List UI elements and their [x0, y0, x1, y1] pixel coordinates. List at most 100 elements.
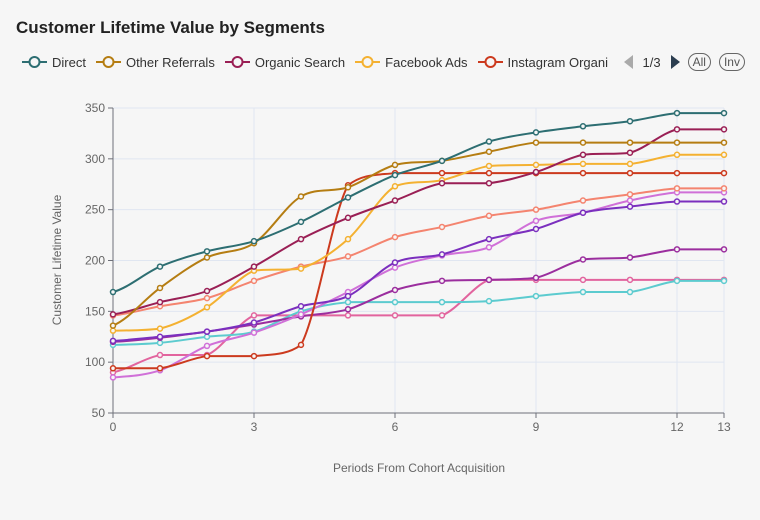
data-point	[109, 327, 117, 334]
inverse-selection-button[interactable]: Inv	[718, 53, 745, 71]
data-point	[156, 351, 164, 359]
data-point	[579, 209, 587, 216]
series-unnamed-7	[109, 189, 728, 381]
data-point	[109, 322, 117, 329]
data-point	[344, 235, 352, 243]
series-facebook-ads	[109, 151, 728, 334]
data-point	[344, 298, 352, 306]
data-point	[391, 161, 399, 169]
data-point	[626, 191, 634, 198]
data-point	[485, 169, 493, 177]
y-tick-label: 250	[85, 203, 105, 217]
data-point	[203, 333, 211, 340]
data-point	[720, 151, 728, 159]
legend-marker-icon	[355, 56, 381, 68]
series-line	[112, 191, 724, 379]
x-tick-label: 13	[717, 420, 731, 434]
data-point	[579, 276, 587, 284]
data-point	[109, 311, 117, 318]
series-line	[112, 187, 724, 317]
series-unnamed-9	[109, 277, 728, 349]
legend-pager: 1/3 All Inv	[623, 53, 745, 71]
data-point	[485, 148, 493, 155]
legend-item-instagram-organic[interactable]: Instagram Organi	[477, 55, 608, 70]
data-point	[438, 277, 446, 285]
data-point	[297, 265, 305, 272]
series-line	[112, 128, 724, 316]
axes: 50 100 150 200 250 300 350 0 3 6 9 12 13	[85, 101, 731, 434]
data-point	[250, 352, 258, 360]
data-point	[626, 276, 634, 284]
x-tick-label: 0	[110, 420, 117, 434]
data-point	[391, 171, 399, 179]
data-point	[156, 333, 164, 340]
x-tick-label: 9	[533, 420, 540, 434]
data-point	[250, 237, 258, 245]
data-point	[297, 303, 305, 310]
data-point	[297, 235, 305, 243]
data-point	[109, 365, 117, 372]
data-point	[579, 151, 587, 159]
data-point	[673, 126, 681, 133]
data-point	[626, 160, 634, 168]
legend-label: Other Referrals	[125, 54, 215, 70]
data-point	[532, 129, 540, 136]
data-point	[391, 259, 399, 266]
data-point	[626, 288, 634, 296]
data-point	[579, 123, 587, 130]
legend-item-direct[interactable]: Direct	[22, 55, 86, 70]
data-point	[156, 263, 164, 270]
data-point	[203, 328, 211, 335]
data-point	[109, 374, 117, 381]
data-point	[344, 292, 352, 300]
data-point	[720, 185, 728, 192]
data-point	[532, 161, 540, 169]
page-indicator: 1/3	[642, 54, 661, 70]
data-point	[626, 149, 634, 156]
legend-label: Organic Search	[254, 54, 346, 70]
data-point	[579, 288, 587, 296]
data-point	[438, 312, 446, 319]
data-point	[250, 263, 258, 270]
legend-marker-icon	[22, 56, 47, 68]
data-point	[579, 256, 587, 263]
data-point	[579, 160, 587, 168]
data-point	[438, 179, 446, 187]
data-point	[344, 253, 352, 260]
data-point	[720, 139, 728, 146]
series-line	[112, 248, 724, 343]
data-point	[485, 276, 493, 284]
data-point	[391, 264, 399, 271]
data-point	[485, 179, 493, 187]
data-point	[203, 342, 211, 350]
data-point	[297, 311, 305, 318]
data-point	[109, 337, 117, 345]
prev-page-icon[interactable]	[623, 55, 633, 69]
select-all-button[interactable]: All	[687, 53, 711, 71]
data-point	[344, 214, 352, 222]
data-point	[203, 254, 211, 261]
data-point	[438, 298, 446, 306]
data-point	[673, 139, 681, 146]
data-point	[344, 194, 352, 201]
data-point	[673, 169, 681, 177]
data-point	[344, 312, 352, 319]
legend-item-organic-search[interactable]: Organic Search	[224, 54, 346, 70]
data-point	[485, 235, 493, 243]
data-point	[673, 246, 681, 253]
data-point	[532, 206, 540, 213]
legend-item-facebook-ads[interactable]: Facebook Ads	[355, 54, 468, 70]
data-point	[532, 225, 540, 233]
data-point	[109, 288, 117, 296]
data-point	[626, 203, 634, 210]
legend-label: Facebook Ads	[385, 54, 468, 70]
data-point	[203, 287, 211, 295]
next-page-icon[interactable]	[670, 55, 680, 69]
legend-item-other-referrals[interactable]: Other Referrals	[95, 54, 215, 70]
data-point	[250, 329, 258, 336]
data-point	[391, 233, 399, 241]
legend-label: Direct	[52, 54, 86, 70]
data-point	[673, 277, 681, 285]
data-point	[438, 157, 446, 165]
data-point	[485, 297, 493, 305]
